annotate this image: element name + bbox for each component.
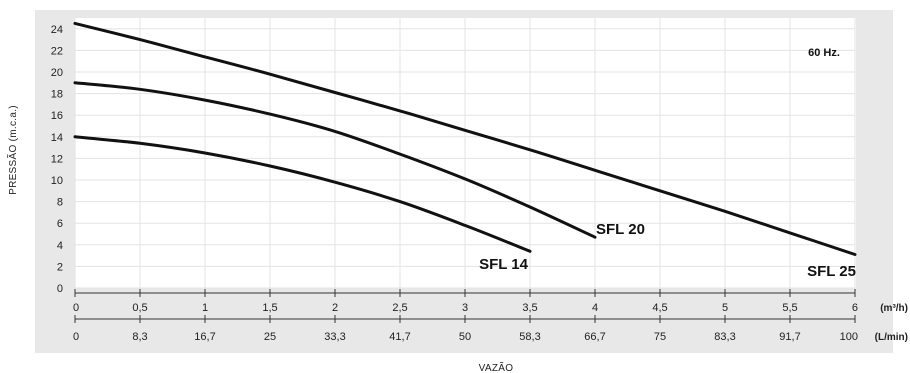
x-axis-secondary-tick-label: 25 — [264, 331, 276, 343]
x-axis-primary-tick-label: 4,5 — [652, 302, 667, 314]
x-axis-primary-tick-label: 1 — [202, 302, 208, 314]
x-axis-primary-tick-label: 4 — [592, 302, 598, 314]
x-axis-secondary-tick-label: 8,3 — [132, 331, 147, 343]
x-axis-primary-tick-label: 0,5 — [132, 302, 147, 314]
x-axis-primary-tick-label: 2,5 — [392, 302, 407, 314]
x-axis-primary-tick-label: 5,5 — [782, 302, 797, 314]
x-axis-secondary-tick-label: 0 — [73, 331, 79, 343]
y-tick-label: 12 — [51, 153, 63, 165]
y-tick-label: 20 — [51, 67, 63, 79]
x-axis-secondary-tick-label: 50 — [459, 331, 471, 343]
x-axis-secondary-tick-label: 100 — [840, 331, 858, 343]
pump-curves — [73, 21, 857, 256]
series-label-sfl-25: SFL 25 — [807, 263, 856, 280]
series-line-sfl-25 — [73, 21, 857, 256]
y-tick-label: 24 — [51, 24, 63, 36]
x-axis-primary-tick-label: 0 — [73, 302, 79, 314]
y-tick-label: 18 — [51, 89, 63, 101]
x-axis-primary-unit: (m³/h) — [880, 303, 908, 314]
frequency-label: 60 Hz. — [808, 47, 840, 59]
x-axis-primary-tick-label: 2 — [332, 302, 338, 314]
x-axis-secondary-tick-label: 16,7 — [194, 331, 215, 343]
x-axis-primary-tick-label: 3 — [462, 302, 468, 314]
x-axis-secondary-tick-label: 41,7 — [389, 331, 410, 343]
y-tick-label: 16 — [51, 110, 63, 122]
y-tick-label: 4 — [57, 240, 63, 252]
series-label-sfl-14: SFL 14 — [479, 256, 529, 273]
y-tick-label: 8 — [57, 197, 63, 209]
series-line-sfl-20 — [73, 81, 597, 239]
y-tick-label: 22 — [51, 45, 63, 57]
y-tick-label: 6 — [57, 218, 63, 230]
x-axis-secondary-tick-label: 83,3 — [714, 331, 735, 343]
y-tick-label: 2 — [57, 261, 63, 273]
y-tick-label: 10 — [51, 175, 63, 187]
x-axis-secondary-tick-label: 66,7 — [584, 331, 605, 343]
x-axis-title: VAZÃO — [479, 361, 514, 373]
x-axis-secondary-tick-label: 58,3 — [519, 331, 540, 343]
series-label-sfl-20: SFL 20 — [596, 221, 645, 238]
series-labels: SFL 14 SFL 20 SFL 25 — [479, 221, 856, 280]
y-axis-title: PRESSÃO (m.c.a.) — [6, 105, 19, 195]
x-axis-primary-tick-label: 6 — [852, 302, 858, 314]
y-tick-label: 14 — [51, 132, 63, 144]
x-axis-secondary-tick-label: 33,3 — [324, 331, 345, 343]
x-axis-secondary-unit: (L/min) — [875, 332, 908, 343]
x-axes: 0 0,5 1 1,5 2 2,5 3 3,5 4 4,5 5 5,5 6 (m³/h) 0 8,3 16,7 2… — [73, 289, 908, 343]
series-line-sfl-14 — [73, 135, 532, 253]
x-axis-secondary-tick-label: 75 — [654, 331, 666, 343]
x-axis-primary-tick-label: 3,5 — [522, 302, 537, 314]
x-axis-primary-tick-label: 1,5 — [262, 302, 277, 314]
x-axis-primary-tick-label: 5 — [722, 302, 728, 314]
x-axis-secondary-tick-label: 91,7 — [779, 331, 800, 343]
y-tick-label: 0 — [57, 283, 63, 295]
